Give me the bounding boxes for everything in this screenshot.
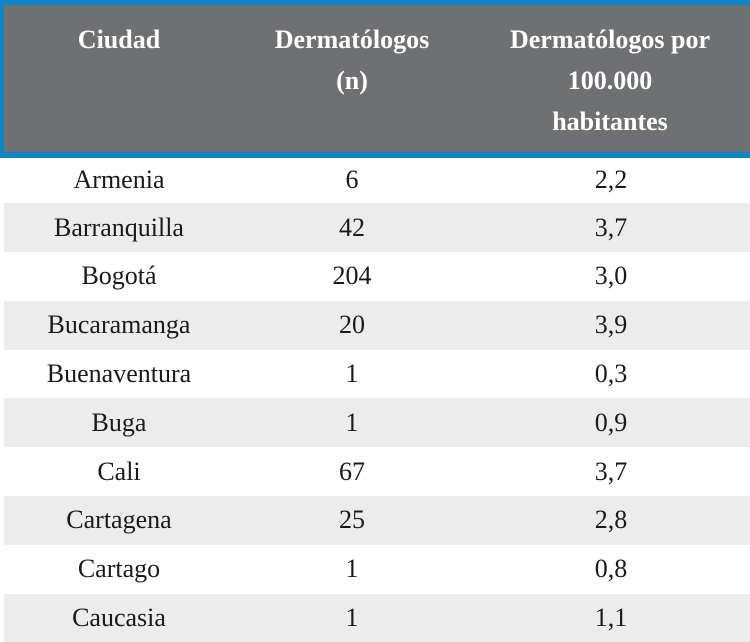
cell-dermatologists-count: 204 [234,252,470,301]
cell-rate-per-100000: 3,7 [470,203,750,252]
cell-rate-per-100000: 1,1 [470,594,750,642]
cell-dermatologists-count: 1 [234,545,470,594]
cell-rate-per-100000: 0,3 [470,350,750,399]
cell-city: Bucaramanga [2,301,234,350]
cell-city: Cartagena [2,496,234,545]
header-line: (n) [238,60,466,101]
column-header-ciudad: Ciudad [2,3,234,155]
column-header-dermatologos-n: Dermatólogos (n) [234,3,470,155]
cell-city: Cali [2,447,234,496]
cell-city: Caucasia [2,594,234,642]
column-header-dermatologos-por-100000-habitantes: Dermatólogos por 100.000 habitantes [470,3,750,155]
cell-city: Barranquilla [2,203,234,252]
cell-dermatologists-count: 20 [234,301,470,350]
cell-rate-per-100000: 0,8 [470,545,750,594]
cell-city: Armenia [2,155,234,204]
cell-rate-per-100000: 2,2 [470,155,750,204]
cell-dermatologists-count: 42 [234,203,470,252]
cell-dermatologists-count: 1 [234,594,470,642]
cell-city: Buenaventura [2,350,234,399]
cell-rate-per-100000: 0,9 [470,398,750,447]
cell-dermatologists-count: 6 [234,155,470,204]
cell-rate-per-100000: 3,7 [470,447,750,496]
cell-city: Bogotá [2,252,234,301]
cell-dermatologists-count: 1 [234,398,470,447]
header-line: Ciudad [8,19,230,60]
header-row: Ciudad Dermatólogos (n) Dermatólogos por… [2,3,750,155]
cell-city: Cartago [2,545,234,594]
cell-dermatologists-count: 1 [234,350,470,399]
header-line: 100.000 [474,60,746,101]
header-line: Dermatólogos por [474,19,746,60]
cell-rate-per-100000: 2,8 [470,496,750,545]
header-line: Dermatólogos [238,19,466,60]
table-header: Ciudad Dermatólogos (n) Dermatólogos por… [2,3,750,155]
cell-dermatologists-count: 67 [234,447,470,496]
cell-city: Buga [2,398,234,447]
header-line: habitantes [474,101,746,142]
cell-dermatologists-count: 25 [234,496,470,545]
cell-rate-per-100000: 3,0 [470,252,750,301]
cell-rate-per-100000: 3,9 [470,301,750,350]
